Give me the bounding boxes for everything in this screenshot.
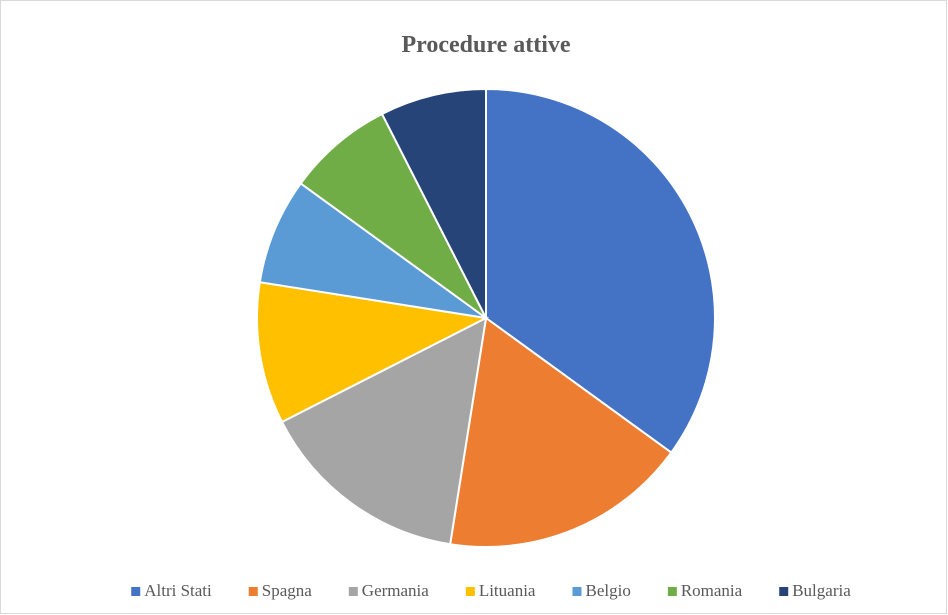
pie-slice [299,112,487,319]
pie-slice [280,316,488,546]
legend-marker [667,587,677,596]
legend-label: Belgio [585,581,630,600]
legend-marker [248,587,258,596]
legend-marker [131,587,141,596]
legend-marker [572,587,582,596]
legend-label: Lituania [479,581,536,600]
pie-slice [485,87,716,455]
pie-slice [449,316,673,548]
legend-label: Altri Stati [144,581,212,600]
legend-label: Bulgaria [792,581,851,600]
legend-marker [465,587,475,596]
legend-label: Spagna [262,581,313,600]
chart-title: Procedure attive [401,32,570,58]
legend-marker [348,587,358,596]
legend-label: Romania [681,581,743,600]
legend-label: Germania [362,581,429,600]
pie-slice [258,182,487,319]
pie-slice [380,87,487,319]
legend-marker [779,587,789,596]
pie-slice [256,281,490,424]
